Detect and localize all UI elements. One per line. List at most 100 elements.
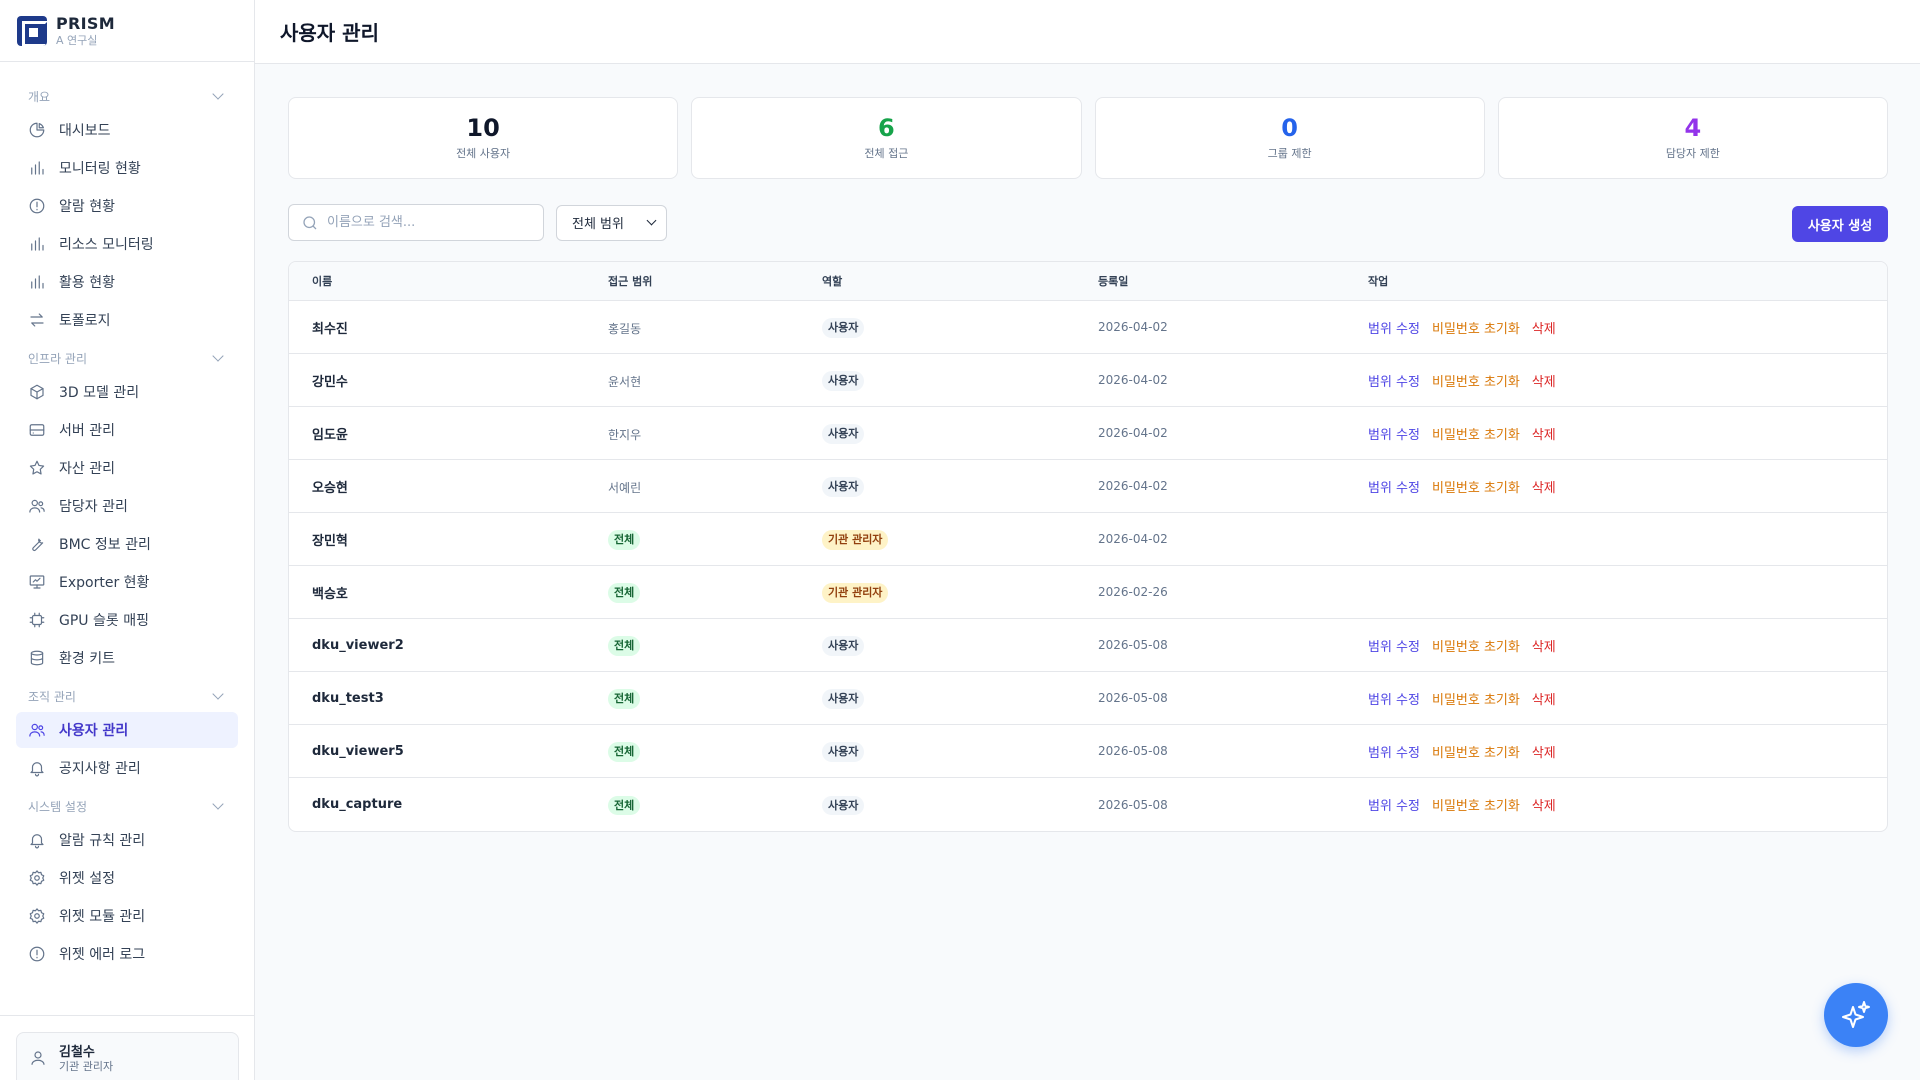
- date-cell: 2026-04-02: [1098, 426, 1168, 440]
- delete-user-link[interactable]: 삭제: [1531, 374, 1556, 390]
- sidebar-item[interactable]: 자산 관리: [16, 450, 238, 486]
- ai-assistant-button[interactable]: [1824, 983, 1888, 1047]
- delete-user-link[interactable]: 삭제: [1531, 692, 1556, 708]
- server-icon: [28, 421, 46, 439]
- search-icon: [303, 215, 317, 229]
- delete-user-link[interactable]: 삭제: [1531, 639, 1556, 655]
- sidebar-item[interactable]: 활용 현황: [16, 264, 238, 300]
- nav-section-label: 인프라 관리: [28, 351, 88, 366]
- stat-label: 전체 접근: [864, 147, 909, 161]
- sidebar-item-label: GPU 슬롯 매핑: [59, 613, 149, 629]
- delete-user-link[interactable]: 삭제: [1531, 799, 1556, 814]
- column-header: 접근 범위: [608, 275, 653, 288]
- reset-password-link[interactable]: 비밀번호 초기화: [1431, 799, 1520, 814]
- current-user-role: 기관 관리자: [59, 1060, 114, 1074]
- nav-section-header[interactable]: 시스템 설정: [16, 792, 238, 820]
- stat-value: 6: [878, 113, 895, 142]
- nav-section-header[interactable]: 인프라 관리: [16, 344, 238, 372]
- sidebar-item[interactable]: 알람 규칙 관리: [16, 822, 238, 858]
- table-row: 오승현 서예린 사용자 2026-04-02 범위 수정 비밀번호 초기화 삭제: [289, 460, 1887, 513]
- user-name-cell: 백승호: [312, 586, 348, 602]
- search-box[interactable]: [288, 204, 544, 241]
- scope-badge: 전체: [608, 795, 641, 816]
- sidebar-item[interactable]: 환경 키트: [16, 640, 238, 676]
- sidebar-item-label: 서버 관리: [59, 423, 115, 439]
- sidebar-item[interactable]: 위젯 에러 로그: [16, 936, 238, 972]
- reset-password-link[interactable]: 비밀번호 초기화: [1431, 374, 1520, 390]
- user-name-cell: dku_viewer2: [312, 637, 404, 653]
- actions-cell: 범위 수정 비밀번호 초기화 삭제: [1368, 424, 1887, 443]
- sidebar-item[interactable]: 위젯 모듈 관리: [16, 898, 238, 934]
- stats-row: 10 전체 사용자 6 전체 접근 0 그룹 제한 4 담당자 제한: [288, 97, 1888, 179]
- user-name-cell: 강민수: [312, 374, 348, 390]
- table-row: dku_viewer2 전체 사용자 2026-05-08 범위 수정 비밀번호 초기화 삭…: [289, 619, 1887, 672]
- edit-scope-link[interactable]: 범위 수정: [1368, 480, 1420, 496]
- nav-section-header[interactable]: 조직 관리: [16, 682, 238, 710]
- stat-card: 10 전체 사용자: [288, 97, 679, 179]
- page-header: 사용자 관리: [255, 0, 1920, 64]
- current-user-card[interactable]: 김철수 기관 관리자: [16, 1032, 239, 1080]
- reset-password-link[interactable]: 비밀번호 초기화: [1431, 692, 1520, 708]
- edit-scope-link[interactable]: 범위 수정: [1368, 321, 1420, 337]
- edit-scope-link[interactable]: 범위 수정: [1368, 745, 1420, 761]
- reset-password-link[interactable]: 비밀번호 초기화: [1431, 745, 1520, 761]
- brand[interactable]: PRISM A 연구실: [0, 0, 254, 62]
- role-badge: 사용자: [822, 636, 865, 656]
- reset-password-link[interactable]: 비밀번호 초기화: [1431, 427, 1520, 443]
- stat-value: 10: [466, 113, 500, 142]
- role-cell: 사용자: [822, 316, 1098, 338]
- delete-user-link[interactable]: 삭제: [1531, 321, 1556, 337]
- scope-cell: 홍길동: [608, 318, 822, 337]
- sidebar-item-label: 사용자 관리: [59, 723, 129, 739]
- bar-chart-icon: [28, 159, 46, 177]
- chip-icon: [28, 611, 46, 629]
- delete-user-link[interactable]: 삭제: [1531, 745, 1556, 761]
- role-badge: 사용자: [822, 795, 865, 816]
- column-header: 작업: [1368, 275, 1389, 288]
- reset-password-link[interactable]: 비밀번호 초기화: [1431, 480, 1520, 496]
- sidebar-item[interactable]: 3D 모델 관리: [16, 374, 238, 410]
- edit-scope-link[interactable]: 범위 수정: [1368, 427, 1420, 443]
- scope-badge: 전체: [608, 583, 641, 603]
- search-input[interactable]: [327, 215, 527, 230]
- sidebar-item[interactable]: 공지사항 관리: [16, 750, 238, 786]
- user-name-cell: dku_viewer5: [312, 743, 404, 759]
- prism-logo-icon: [17, 15, 47, 46]
- sidebar-item[interactable]: 위젯 설정: [16, 860, 238, 896]
- edit-scope-link[interactable]: 범위 수정: [1368, 692, 1420, 708]
- sidebar-item[interactable]: 리소스 모니터링: [16, 226, 238, 262]
- role-badge: 사용자: [822, 371, 865, 391]
- sidebar-item[interactable]: BMC 정보 관리: [16, 526, 238, 562]
- sidebar-item[interactable]: 사용자 관리: [16, 712, 238, 748]
- table-row: dku_test3 전체 사용자 2026-05-08 범위 수정 비밀번호 초기화 삭제: [289, 672, 1887, 725]
- sidebar-item[interactable]: 담당자 관리: [16, 488, 238, 524]
- chevron-down-icon: [212, 688, 224, 700]
- user-name-cell: 장민혁: [312, 533, 348, 549]
- sidebar-item[interactable]: GPU 슬롯 매핑: [16, 602, 238, 638]
- delete-user-link[interactable]: 삭제: [1531, 480, 1556, 496]
- sidebar-item[interactable]: 모니터링 현황: [16, 150, 238, 186]
- reset-password-link[interactable]: 비밀번호 초기화: [1431, 639, 1520, 655]
- delete-user-link[interactable]: 삭제: [1531, 427, 1556, 443]
- sidebar-item[interactable]: 토폴로지: [16, 302, 238, 338]
- edit-scope-link[interactable]: 범위 수정: [1368, 799, 1420, 814]
- scope-filter-select[interactable]: 전체 범위: [556, 204, 667, 241]
- sidebar-item-label: 알람 현황: [59, 199, 115, 215]
- sidebar-item[interactable]: 대시보드: [16, 112, 238, 148]
- edit-scope-link[interactable]: 범위 수정: [1368, 374, 1420, 390]
- sidebar-item[interactable]: 알람 현황: [16, 188, 238, 224]
- edit-scope-link[interactable]: 범위 수정: [1368, 639, 1420, 655]
- reset-password-link[interactable]: 비밀번호 초기화: [1431, 321, 1520, 337]
- role-cell: 사용자: [822, 475, 1098, 497]
- table-row: 최수진 홍길동 사용자 2026-04-02 범위 수정 비밀번호 초기화 삭제: [289, 301, 1887, 354]
- sidebar-item[interactable]: Exporter 현황: [16, 564, 238, 600]
- users-table: 이름 접근 범위 역할 등록일 작업 최수진 홍길동 사용자 2026-04-02 범위 수정 비…: [288, 261, 1888, 832]
- create-user-button[interactable]: 사용자 생성: [1792, 206, 1888, 242]
- sidebar-item[interactable]: 서버 관리: [16, 412, 238, 448]
- scope-cell: 전체: [608, 528, 822, 550]
- pie-chart-icon: [28, 121, 46, 139]
- role-cell: 기관 관리자: [822, 528, 1098, 550]
- nav-section-header[interactable]: 개요: [16, 82, 238, 110]
